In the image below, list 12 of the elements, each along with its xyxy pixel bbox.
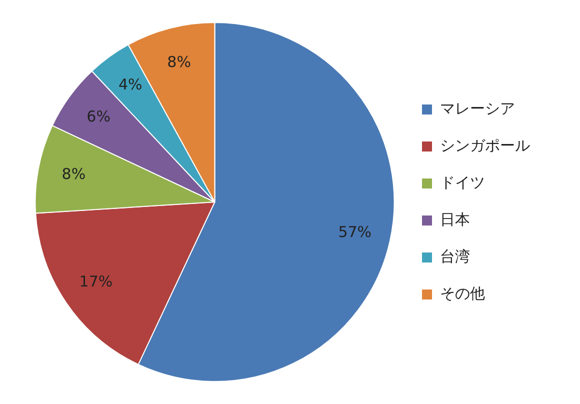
data-label: 8% [167,52,191,71]
legend-label: ドイツ [440,173,485,192]
legend-label: シンガポール [440,136,530,154]
data-label: 8% [62,164,86,183]
legend-label: 台湾 [440,247,470,266]
data-label: 6% [86,107,110,126]
legend-label: その他 [440,284,485,302]
data-label: 57% [338,223,372,242]
data-label: 17% [79,272,113,291]
legend-label: マレーシア [440,99,515,118]
legend-label: 日本 [440,210,470,228]
data-label: 4% [118,76,142,94]
